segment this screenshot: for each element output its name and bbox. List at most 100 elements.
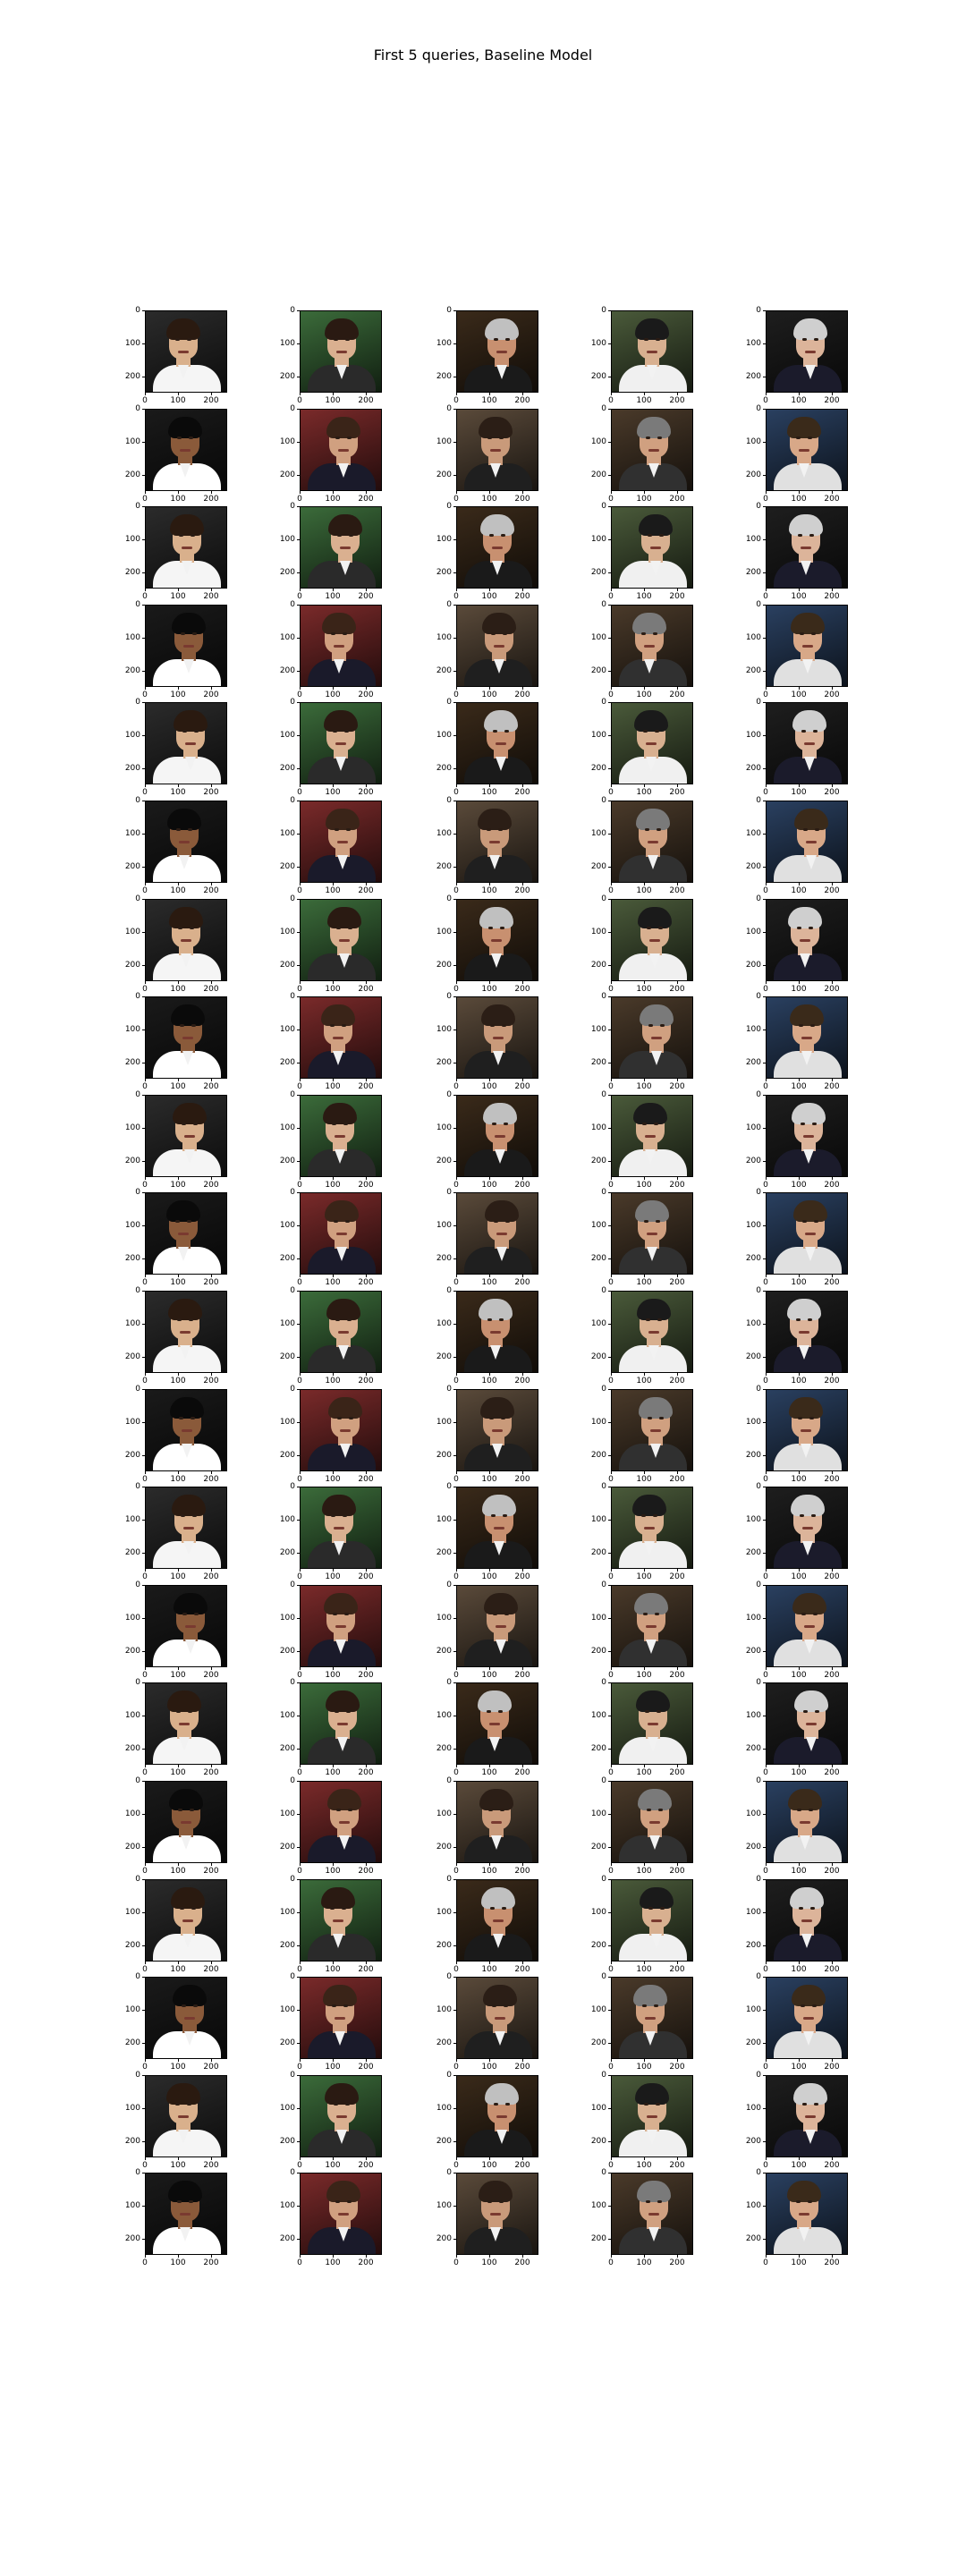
y-tick-mark	[142, 1128, 145, 1129]
face-panel: 0 100 200 0 100 200	[125, 1580, 227, 1680]
x-tick-label: 200	[669, 396, 685, 405]
y-tick-label: 100	[745, 535, 761, 544]
face-image	[145, 1389, 227, 1471]
x-tick-label: 200	[824, 1965, 840, 1974]
x-tick-mark	[211, 883, 212, 886]
y-tick-label: 0	[135, 796, 140, 805]
face-image	[611, 409, 693, 491]
y-tick-mark	[763, 1945, 766, 1946]
x-tick-mark	[832, 1373, 833, 1376]
y-tick-mark	[608, 1128, 611, 1129]
x-tick-label: 0	[142, 1278, 148, 1287]
y-tick-mark	[453, 1258, 456, 1259]
y-tick-mark	[297, 310, 300, 311]
face-image	[456, 1879, 538, 1962]
face-image	[456, 506, 538, 589]
x-tick-mark	[832, 1275, 833, 1277]
y-tick-mark	[763, 1161, 766, 1162]
x-tick-mark	[178, 1962, 179, 1964]
y-tick-mark	[142, 1291, 145, 1292]
x-tick-mark	[832, 589, 833, 591]
y-tick-label: 0	[135, 992, 140, 1001]
y-tick-mark	[453, 1095, 456, 1096]
y-tick-mark	[142, 1095, 145, 1096]
x-tick-mark	[178, 2157, 179, 2160]
y-tick-mark	[608, 1945, 611, 1946]
face-panel: 0 100 200 0 100 200	[591, 894, 693, 994]
y-tick-mark	[453, 1291, 456, 1292]
x-tick-label: 100	[636, 592, 652, 601]
x-tick-mark	[644, 2157, 645, 2160]
x-tick-label: 100	[636, 1082, 652, 1091]
x-tick-label: 0	[297, 1082, 302, 1091]
y-tick-label: 0	[601, 1580, 606, 1589]
y-tick-label: 0	[756, 600, 761, 609]
y-tick-label: 200	[590, 1254, 606, 1263]
x-tick-label: 200	[203, 1181, 219, 1190]
x-tick-label: 100	[481, 396, 497, 405]
x-tick-label: 0	[763, 2161, 768, 2170]
x-tick-mark	[456, 491, 457, 494]
face-panel: 0 100 200 0 100 200	[591, 992, 693, 1091]
face-panel: 0 100 200 0 100 200	[125, 2071, 227, 2170]
x-tick-mark	[766, 1177, 767, 1180]
x-tick-mark	[522, 1962, 523, 1964]
y-tick-label: 0	[756, 404, 761, 413]
y-tick-label: 200	[590, 470, 606, 479]
y-tick-label: 0	[446, 1776, 452, 1785]
y-tick-label: 200	[436, 1451, 452, 1460]
face-image	[145, 506, 227, 589]
x-tick-mark	[832, 981, 833, 984]
y-tick-mark	[763, 2075, 766, 2076]
y-tick-label: 200	[590, 1843, 606, 1852]
x-tick-mark	[178, 784, 179, 787]
x-tick-mark	[178, 1079, 179, 1081]
x-tick-label: 0	[297, 985, 302, 994]
x-tick-label: 100	[325, 1181, 341, 1190]
y-tick-label: 0	[446, 992, 452, 1001]
x-tick-mark	[489, 687, 490, 690]
x-tick-mark	[178, 1863, 179, 1866]
y-tick-mark	[608, 1258, 611, 1259]
face-image	[145, 1487, 227, 1569]
y-tick-label: 200	[436, 1843, 452, 1852]
face-panel: 0 100 200 0 100 200	[746, 600, 848, 699]
x-tick-mark	[300, 981, 301, 984]
face-image	[766, 310, 848, 393]
x-tick-mark	[799, 2157, 800, 2160]
y-tick-label: 200	[436, 1647, 452, 1656]
y-tick-mark	[142, 605, 145, 606]
y-tick-mark	[763, 1225, 766, 1226]
x-tick-mark	[300, 491, 301, 494]
x-tick-mark	[333, 784, 334, 787]
face-panel: 0 100 200 0 100 200	[125, 2168, 227, 2267]
x-tick-mark	[178, 981, 179, 984]
x-tick-mark	[644, 1275, 645, 1277]
face-panel: 0 100 200 0 100 200	[280, 992, 382, 1091]
x-tick-mark	[145, 981, 146, 984]
face-panel: 0 100 200 0 100 200	[436, 698, 538, 797]
x-tick-label: 200	[824, 592, 840, 601]
y-tick-label: 200	[745, 470, 761, 479]
y-tick-label: 0	[446, 1972, 452, 1981]
y-tick-mark	[763, 310, 766, 311]
face-panel: 0 100 200 0 100 200	[591, 1580, 693, 1680]
face-image	[456, 2173, 538, 2255]
face-image	[766, 1389, 848, 1471]
y-tick-label: 0	[446, 306, 452, 315]
y-tick-label: 0	[446, 2071, 452, 2080]
face-image	[766, 2075, 848, 2157]
y-tick-label: 100	[590, 1418, 606, 1427]
y-tick-label: 0	[446, 404, 452, 413]
y-tick-label: 200	[436, 1157, 452, 1165]
y-tick-label: 100	[124, 1614, 140, 1623]
y-tick-label: 100	[436, 1515, 452, 1524]
y-tick-label: 0	[756, 502, 761, 511]
y-tick-label: 100	[745, 1319, 761, 1328]
x-tick-label: 0	[763, 1377, 768, 1385]
y-tick-label: 200	[124, 1451, 140, 1460]
x-tick-mark	[333, 1275, 334, 1277]
face-panel: 0 100 200 0 100 200	[746, 796, 848, 895]
x-tick-mark	[766, 1962, 767, 1964]
